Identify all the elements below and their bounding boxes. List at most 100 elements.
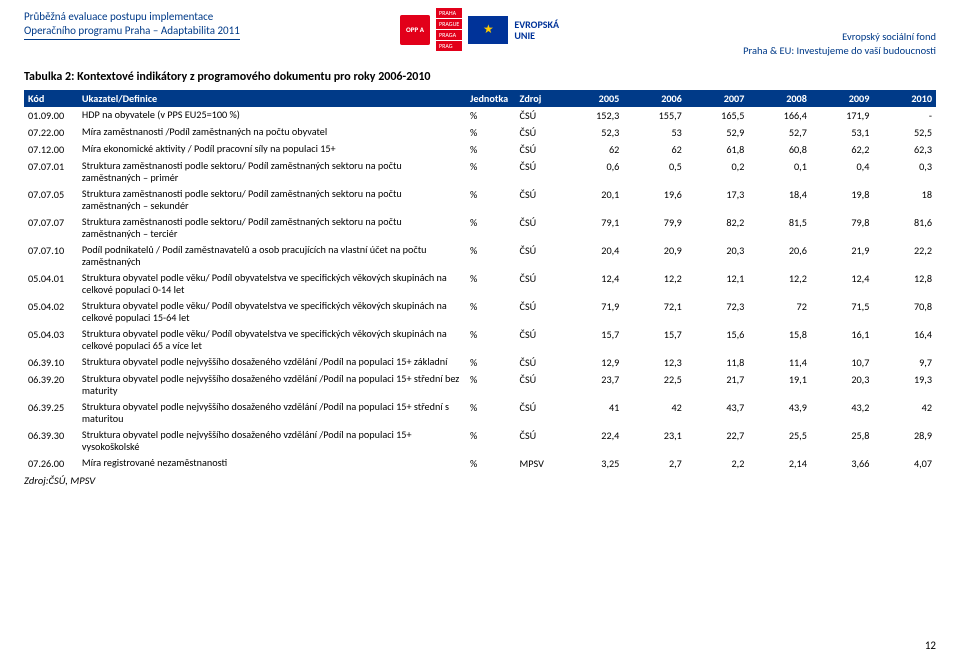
col-indicator: Ukazatel/Definice xyxy=(78,90,466,107)
cell-value: 18,4 xyxy=(748,186,811,214)
cell-unit: % xyxy=(466,186,516,214)
cell-value: 0,1 xyxy=(748,158,811,186)
cell-value: 71,9 xyxy=(561,298,624,326)
cell-value: 171,9 xyxy=(811,107,874,124)
cell-value: 22,4 xyxy=(561,427,624,455)
cell-value: 42 xyxy=(623,399,686,427)
cell-code: 05.04.03 xyxy=(24,326,78,354)
eu-label-line1: EVROPSKÁ xyxy=(514,19,559,30)
cell-source: ČSÚ xyxy=(516,158,561,186)
cell-value: 19,8 xyxy=(811,186,874,214)
cell-value: 12,4 xyxy=(561,270,624,298)
cell-indicator: Struktura zaměstnanosti podle sektoru/ P… xyxy=(78,186,466,214)
cell-value: 43,7 xyxy=(686,399,749,427)
table-row: 07.12.00Míra ekonomické aktivity / Podíl… xyxy=(24,141,936,158)
praha-logo-text: PRAGUE xyxy=(436,19,462,29)
cell-source: ČSÚ xyxy=(516,214,561,242)
cell-value: 81,5 xyxy=(748,214,811,242)
praha-logo-text: PRAHA xyxy=(436,8,462,18)
col-2009: 2009 xyxy=(811,90,874,107)
cell-value: 60,8 xyxy=(748,141,811,158)
col-code: Kód xyxy=(24,90,78,107)
cell-source: ČSÚ xyxy=(516,298,561,326)
cell-value: 0,2 xyxy=(686,158,749,186)
table-source: Zdroj:ČSÚ, MPSV xyxy=(24,474,936,487)
cell-indicator: Struktura obyvatel podle věku/ Podíl oby… xyxy=(78,326,466,354)
cell-value: 12,4 xyxy=(811,270,874,298)
cell-value: 52,7 xyxy=(748,124,811,141)
cell-value: 19,3 xyxy=(873,371,936,399)
cell-value: 62 xyxy=(623,141,686,158)
col-2010: 2010 xyxy=(873,90,936,107)
cell-value: 23,1 xyxy=(623,427,686,455)
cell-value: 72,3 xyxy=(686,298,749,326)
cell-unit: % xyxy=(466,124,516,141)
table-row: 07.07.10Podíl podnikatelů / Podíl zaměst… xyxy=(24,242,936,270)
cell-value: 15,8 xyxy=(748,326,811,354)
cell-value: 3,66 xyxy=(811,455,874,472)
cell-code: 07.07.01 xyxy=(24,158,78,186)
cell-unit: % xyxy=(466,298,516,326)
cell-value: 41 xyxy=(561,399,624,427)
doc-header-right-line2: Praha & EU: Investujeme do vaší budoucno… xyxy=(743,44,936,58)
cell-indicator: Struktura obyvatel podle nejvyššího dosa… xyxy=(78,371,466,399)
cell-source: ČSÚ xyxy=(516,186,561,214)
cell-indicator: Struktura obyvatel podle věku/ Podíl oby… xyxy=(78,270,466,298)
cell-source: ČSÚ xyxy=(516,141,561,158)
cell-source: ČSÚ xyxy=(516,326,561,354)
cell-code: 07.07.07 xyxy=(24,214,78,242)
cell-value: 22,5 xyxy=(623,371,686,399)
cell-value: 15,7 xyxy=(561,326,624,354)
cell-value: 12,2 xyxy=(748,270,811,298)
col-2007: 2007 xyxy=(686,90,749,107)
cell-value: 62,2 xyxy=(811,141,874,158)
cell-indicator: Míra zaměstnanosti /Podíl zaměstnaných n… xyxy=(78,124,466,141)
cell-value: 21,9 xyxy=(811,242,874,270)
cell-value: 12,8 xyxy=(873,270,936,298)
table-row: 07.07.07Struktura zaměstnanosti podle se… xyxy=(24,214,936,242)
cell-value: 22,7 xyxy=(686,427,749,455)
praha-logo: PRAHA PRAGUE PRAGA PRAG xyxy=(436,8,462,51)
cell-value: 72 xyxy=(748,298,811,326)
cell-value: 155,7 xyxy=(623,107,686,124)
praha-logo-text: PRAG xyxy=(436,41,462,51)
cell-value: 61,8 xyxy=(686,141,749,158)
cell-value: 2,14 xyxy=(748,455,811,472)
table-row: 07.07.05Struktura zaměstnanosti podle se… xyxy=(24,186,936,214)
table-row: 06.39.10Struktura obyvatel podle nejvyšš… xyxy=(24,354,936,371)
cell-source: ČSÚ xyxy=(516,270,561,298)
cell-value: 52,5 xyxy=(873,124,936,141)
cell-code: 06.39.10 xyxy=(24,354,78,371)
cell-value: 19,1 xyxy=(748,371,811,399)
praha-logo-text: PRAGA xyxy=(436,30,462,40)
table-row: 01.09.00HDP na obyvatele (v PPS EU25=100… xyxy=(24,107,936,124)
cell-value: 23,7 xyxy=(561,371,624,399)
cell-value: 43,2 xyxy=(811,399,874,427)
doc-header-line2: Operačního programu Praha – Adaptabilita… xyxy=(24,24,240,40)
cell-value: 152,3 xyxy=(561,107,624,124)
cell-code: 06.39.30 xyxy=(24,427,78,455)
cell-code: 07.26.00 xyxy=(24,455,78,472)
cell-value: 70,8 xyxy=(873,298,936,326)
cell-value: 82,2 xyxy=(686,214,749,242)
cell-indicator: Struktura obyvatel podle nejvyššího dosa… xyxy=(78,354,466,371)
cell-code: 07.22.00 xyxy=(24,124,78,141)
cell-value: 21,7 xyxy=(686,371,749,399)
table-row: 05.04.02Struktura obyvatel podle věku/ P… xyxy=(24,298,936,326)
col-source: Zdroj xyxy=(516,90,561,107)
cell-unit: % xyxy=(466,399,516,427)
cell-indicator: Struktura zaměstnanosti podle sektoru/ P… xyxy=(78,158,466,186)
cell-unit: % xyxy=(466,107,516,124)
cell-source: ČSÚ xyxy=(516,371,561,399)
cell-unit: % xyxy=(466,141,516,158)
cell-value: 15,6 xyxy=(686,326,749,354)
cell-value: 43,9 xyxy=(748,399,811,427)
cell-indicator: Míra registrované nezaměstnanosti xyxy=(78,455,466,472)
cell-unit: % xyxy=(466,354,516,371)
cell-unit: % xyxy=(466,214,516,242)
logo-strip: OPP A PRAHA PRAGUE PRAGA PRAG ★ EVROPSKÁ… xyxy=(400,8,559,51)
cell-value: 20,4 xyxy=(561,242,624,270)
cell-code: 06.39.20 xyxy=(24,371,78,399)
cell-code: 06.39.25 xyxy=(24,399,78,427)
cell-code: 07.07.10 xyxy=(24,242,78,270)
